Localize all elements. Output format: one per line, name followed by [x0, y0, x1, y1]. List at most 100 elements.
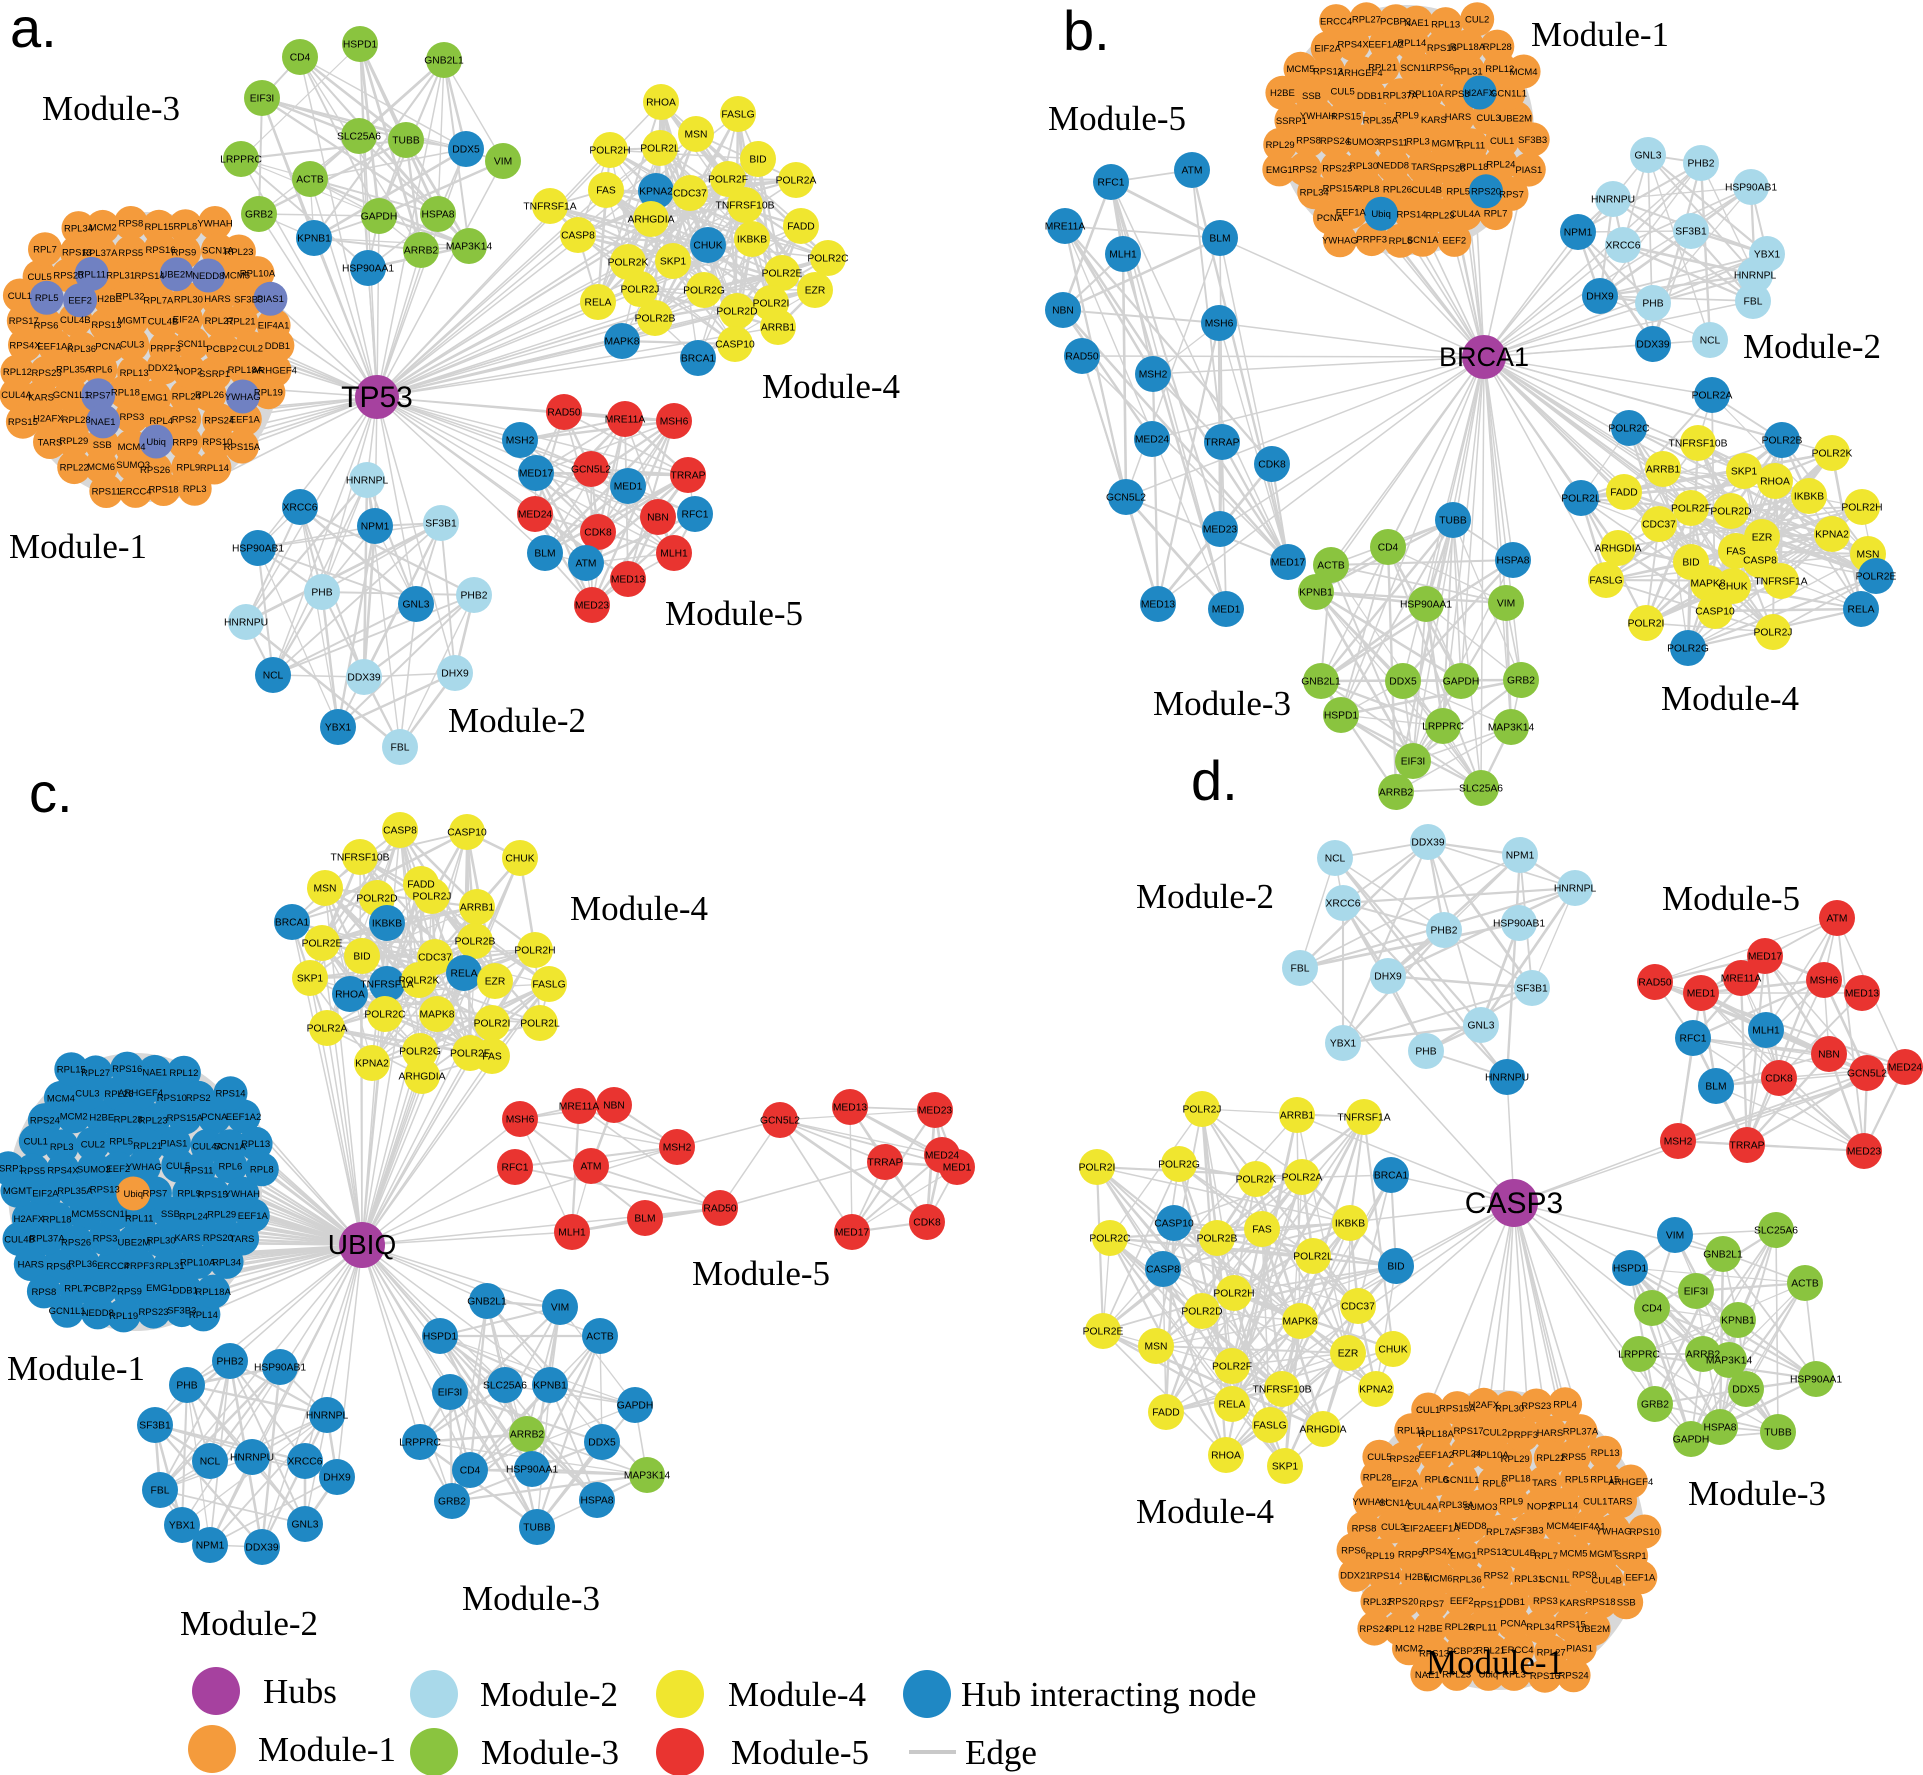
svg-text:RPL9: RPL9 [177, 1188, 201, 1199]
svg-text:RPS16: RPS16 [145, 245, 175, 256]
svg-text:CUL3: CUL3 [1476, 113, 1500, 124]
svg-text:SSRP1: SSRP1 [1276, 116, 1307, 127]
svg-text:RPS5: RPS5 [20, 1166, 45, 1177]
svg-text:RPS7: RPS7 [142, 1189, 167, 1200]
svg-text:MSH6: MSH6 [660, 416, 689, 427]
svg-text:VIM: VIM [551, 1302, 569, 1313]
svg-text:Module-2: Module-2 [448, 701, 586, 740]
svg-text:MCM5: MCM5 [71, 1209, 99, 1220]
svg-text:RPS17: RPS17 [1453, 1426, 1483, 1437]
svg-text:EIF4A1: EIF4A1 [258, 321, 290, 332]
svg-text:UBE2M: UBE2M [118, 1237, 151, 1248]
svg-text:XRCC6: XRCC6 [1326, 898, 1361, 909]
svg-text:VIM: VIM [494, 156, 512, 167]
svg-text:MLH1: MLH1 [660, 548, 688, 559]
svg-text:RELA: RELA [451, 968, 478, 979]
svg-text:H2BE: H2BE [1405, 1572, 1430, 1583]
svg-text:MED17: MED17 [1748, 951, 1783, 962]
svg-text:POLR2B: POLR2B [1762, 435, 1803, 446]
svg-text:H2AFX: H2AFX [1468, 1400, 1499, 1411]
svg-text:CUL4B: CUL4B [1505, 1548, 1536, 1559]
svg-text:RPL19: RPL19 [1366, 1551, 1395, 1562]
svg-text:RPS8: RPS8 [118, 218, 143, 229]
svg-text:GNL3: GNL3 [1635, 150, 1662, 161]
svg-text:EEF2: EEF2 [1442, 235, 1466, 246]
svg-text:POLR2L: POLR2L [1561, 493, 1601, 504]
svg-text:RPL15: RPL15 [57, 1065, 86, 1076]
svg-text:NAE1: NAE1 [1404, 18, 1429, 29]
svg-text:MLH1: MLH1 [1752, 1025, 1780, 1036]
svg-text:EIF2A: EIF2A [32, 1188, 59, 1199]
svg-text:RPL7: RPL7 [1484, 209, 1508, 220]
svg-text:RPL15: RPL15 [1590, 1474, 1619, 1485]
svg-text:POLR2D: POLR2D [716, 306, 757, 317]
svg-text:Module-3: Module-3 [1153, 684, 1291, 723]
svg-text:KPNB1: KPNB1 [533, 1380, 567, 1391]
svg-text:MSN: MSN [685, 129, 708, 140]
svg-text:MED17: MED17 [1271, 557, 1306, 568]
svg-text:EZR: EZR [1752, 532, 1773, 543]
svg-text:ARHGDIA: ARHGDIA [628, 214, 675, 225]
svg-text:HARS: HARS [1537, 1428, 1563, 1439]
svg-text:Module-1: Module-1 [258, 1730, 396, 1769]
svg-text:POLR2A: POLR2A [1282, 1172, 1323, 1183]
svg-text:DDX21: DDX21 [148, 363, 179, 374]
svg-text:MSH6: MSH6 [1810, 975, 1839, 986]
svg-text:TP53: TP53 [341, 381, 413, 414]
svg-text:CUL1: CUL1 [24, 1137, 48, 1148]
svg-text:NPM1: NPM1 [1506, 850, 1535, 861]
svg-text:FBL: FBL [151, 1485, 170, 1496]
svg-text:RPS5: RPS5 [118, 248, 143, 259]
svg-text:EMG1: EMG1 [1450, 1551, 1477, 1562]
svg-text:PHB2: PHB2 [461, 590, 488, 601]
svg-text:GCN1L1: GCN1L1 [53, 390, 90, 401]
svg-text:RPL34: RPL34 [1526, 1622, 1555, 1633]
svg-text:FADD: FADD [407, 879, 434, 890]
svg-text:EMG1: EMG1 [1266, 165, 1293, 176]
svg-text:BLM: BLM [1209, 233, 1230, 244]
svg-text:RPS15: RPS15 [1331, 111, 1361, 122]
svg-text:RPL11: RPL11 [1469, 1623, 1497, 1634]
svg-text:SCN1L: SCN1L [99, 1209, 130, 1220]
svg-text:RHOA: RHOA [646, 97, 676, 108]
svg-text:NBN: NBN [1818, 1049, 1840, 1060]
svg-text:POLR2E: POLR2E [1083, 1326, 1124, 1337]
svg-text:DHX9: DHX9 [441, 668, 469, 679]
svg-text:RPL29: RPL29 [59, 436, 88, 447]
svg-text:RPL19: RPL19 [109, 1311, 138, 1322]
svg-text:RPL26: RPL26 [1383, 185, 1412, 196]
svg-text:RPL28: RPL28 [1363, 1473, 1392, 1484]
svg-text:RPL32: RPL32 [115, 291, 144, 302]
svg-text:HARS: HARS [1445, 112, 1471, 123]
svg-text:RPL9: RPL9 [1499, 1497, 1523, 1508]
svg-text:YWHAG: YWHAG [1322, 236, 1358, 247]
svg-text:RRP9: RRP9 [1398, 1550, 1423, 1561]
svg-text:RPL13: RPL13 [241, 1139, 270, 1150]
svg-text:IKBKB: IKBKB [1794, 491, 1824, 502]
svg-text:RPL6: RPL6 [89, 365, 113, 376]
svg-text:FAS: FAS [1726, 546, 1746, 557]
svg-text:POLR2B: POLR2B [455, 936, 496, 947]
svg-text:RPL31: RPL31 [155, 1261, 184, 1272]
svg-text:HSP90AB1: HSP90AB1 [1725, 182, 1777, 193]
svg-text:RPL23: RPL23 [1426, 211, 1455, 222]
svg-text:Module-5: Module-5 [1662, 879, 1800, 918]
svg-text:SF3B3: SF3B3 [234, 294, 263, 305]
svg-text:MED24: MED24 [1135, 434, 1170, 445]
svg-text:KPNA2: KPNA2 [1815, 529, 1849, 540]
svg-text:SUMO3: SUMO3 [116, 460, 150, 471]
svg-text:TARS: TARS [38, 437, 63, 448]
svg-text:RPS7: RPS7 [1499, 189, 1524, 200]
svg-text:RPS26: RPS26 [61, 1238, 91, 1249]
svg-text:POLR2K: POLR2K [399, 975, 440, 986]
svg-text:H2AFX: H2AFX [1464, 88, 1495, 99]
svg-text:POLR2H: POLR2H [1841, 502, 1882, 513]
svg-text:EIF4A1: EIF4A1 [1574, 1522, 1606, 1533]
svg-text:RPL6: RPL6 [1389, 236, 1413, 247]
svg-text:ARRB1: ARRB1 [761, 322, 796, 333]
svg-text:EIF3I: EIF3I [438, 1387, 463, 1398]
svg-text:HNRNPU: HNRNPU [1591, 194, 1635, 205]
svg-text:RPS3: RPS3 [1445, 89, 1470, 100]
svg-text:RPS2: RPS2 [172, 415, 197, 426]
svg-text:Module-4: Module-4 [1136, 1492, 1274, 1531]
